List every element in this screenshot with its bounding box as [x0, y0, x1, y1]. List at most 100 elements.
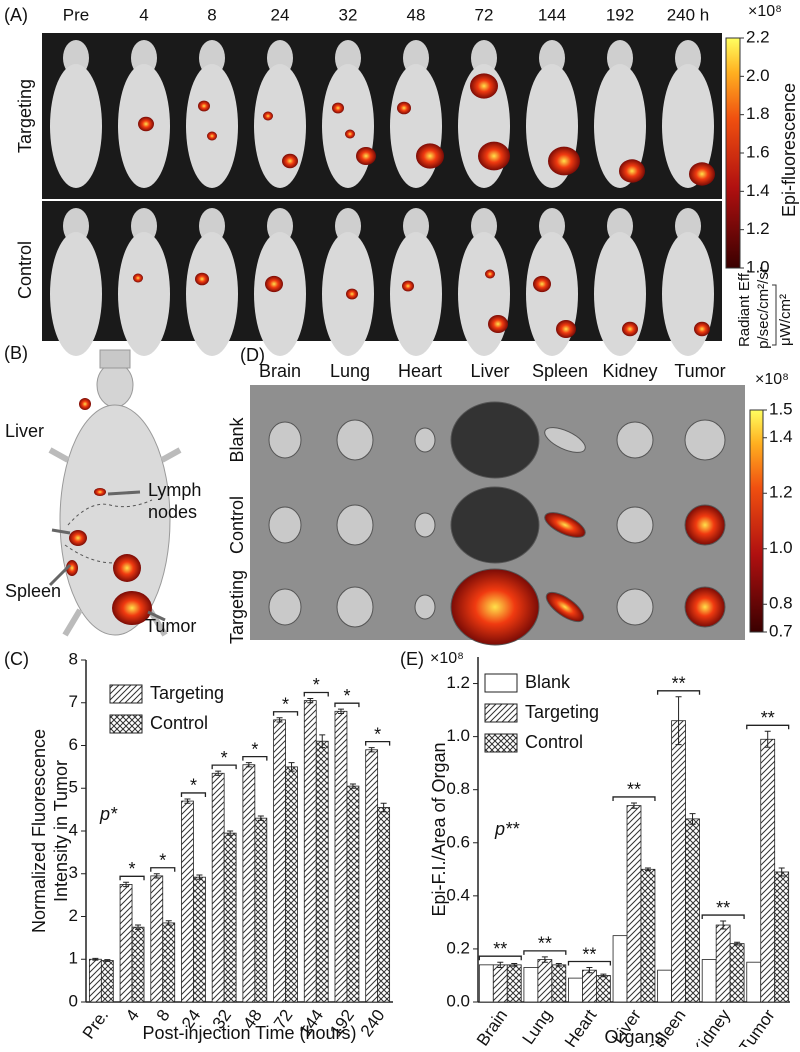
error-bar: [720, 920, 727, 930]
panel-label: (D): [240, 345, 265, 365]
signal-blob: [195, 272, 209, 286]
mouse-illustration: [48, 349, 182, 637]
bar: [131, 926, 145, 1003]
bar: [377, 807, 391, 1003]
error-bar: [288, 762, 295, 772]
significance-label: **: [493, 939, 507, 959]
x-tick-label: Kidney: [689, 1006, 735, 1047]
bar: [273, 719, 286, 1003]
organ-image: [450, 568, 540, 646]
mouse-body: [662, 64, 714, 188]
y-tick-label: 1.0: [446, 726, 470, 745]
bar: [346, 785, 360, 1003]
bar: [303, 700, 317, 1003]
significance-label: **: [672, 674, 686, 694]
significance-bracket: [478, 955, 522, 961]
mouse-body: [254, 232, 306, 356]
colorbar-tick-label: 1.4: [769, 427, 793, 446]
y-tick-label: 1.2: [446, 673, 470, 692]
signal-blob: [478, 141, 510, 171]
organ-header: Spleen: [532, 361, 588, 381]
error-bar: [337, 708, 344, 714]
organ-image: [544, 512, 586, 538]
error-bar: [184, 798, 191, 804]
signal-blob: [263, 111, 273, 121]
error-bar: [165, 920, 172, 926]
organ-image: [616, 421, 654, 459]
organ-image: [414, 512, 436, 538]
significance-bracket: [656, 690, 701, 695]
y-axis-label: Normalized Fluorescence: [29, 729, 49, 933]
significance-label: *: [190, 776, 197, 796]
colorbar-tick-label: 1.2: [769, 483, 793, 502]
timepoint-label: 240 h: [667, 5, 710, 24]
error-bar: [227, 830, 234, 836]
row-label: Control: [227, 496, 247, 554]
error-bar: [92, 957, 99, 961]
mouse-body: [50, 64, 102, 188]
organ-image: [268, 506, 302, 544]
legend-swatch: [484, 673, 518, 693]
mouse-body: [50, 232, 102, 356]
x-tick-label: Lung: [519, 1006, 556, 1047]
signal-blob: [622, 321, 638, 337]
row-label: Targeting: [227, 570, 247, 644]
mouse-image: [390, 208, 442, 356]
signal-blob: [694, 321, 710, 337]
organ-image: [336, 504, 374, 546]
y-tick-label: 8: [69, 649, 78, 668]
significance-bracket: [242, 755, 268, 761]
bar: [774, 871, 790, 1003]
timepoint-label: 144: [538, 5, 566, 24]
mouse-body: [254, 64, 306, 188]
bar: [492, 964, 508, 1003]
y-tick-label: 0.6: [446, 832, 470, 851]
bar: [760, 738, 776, 1003]
error-bar: [644, 867, 651, 872]
y-tick-label: 3: [69, 863, 78, 882]
signal-blob: [282, 153, 298, 169]
bar: [242, 764, 256, 1003]
error-bar: [380, 802, 387, 813]
colorbar-unit: p/sec/cm²/sr: [755, 267, 772, 349]
bar: [626, 805, 642, 1003]
colorbar-tick-label: 2.2: [746, 27, 770, 46]
bar: [582, 969, 597, 1003]
organ-header: Kidney: [602, 361, 657, 381]
colorbar-tick-label: 1.6: [746, 142, 770, 161]
axis-multiplier: ×10⁸: [430, 650, 464, 667]
signal-blob: [345, 129, 355, 139]
y-axis-label: Intensity in Tumor: [51, 760, 71, 902]
significance-label: *: [343, 686, 350, 706]
significance-bracket: [701, 914, 745, 920]
error-bar: [245, 762, 252, 768]
organ-label: Lymph: [148, 480, 201, 500]
colorbar-tick-label: 1.0: [746, 257, 770, 276]
y-tick-label: 0.4: [446, 885, 470, 904]
panel-label: (E): [400, 649, 424, 669]
error-bar: [153, 873, 160, 879]
significance-bracket: [303, 691, 329, 697]
significance-label: **: [761, 708, 775, 728]
bar: [193, 876, 206, 1003]
bar: [506, 964, 522, 1003]
y-tick-label: 5: [69, 778, 78, 797]
mouse-image: [186, 208, 238, 356]
colorbar-tick-label: 1.8: [746, 104, 770, 123]
mouse-image: [254, 208, 306, 356]
colorbar-tick-label: 0.8: [769, 594, 793, 613]
signal-blob: [556, 320, 576, 338]
error-bar: [196, 874, 203, 880]
error-bar: [586, 967, 593, 974]
legend-label: Targeting: [150, 683, 224, 703]
signal-blob: [265, 275, 283, 293]
y-tick-label: 0.0: [446, 991, 470, 1010]
organ-image: [545, 591, 585, 623]
signal-blob: [207, 131, 217, 141]
legend-swatch: [484, 703, 518, 723]
bar: [285, 766, 298, 1003]
organ-image: [684, 504, 726, 546]
signal-blob: [198, 100, 210, 112]
significance-label: *: [251, 739, 258, 759]
signal-blob: [619, 159, 645, 183]
